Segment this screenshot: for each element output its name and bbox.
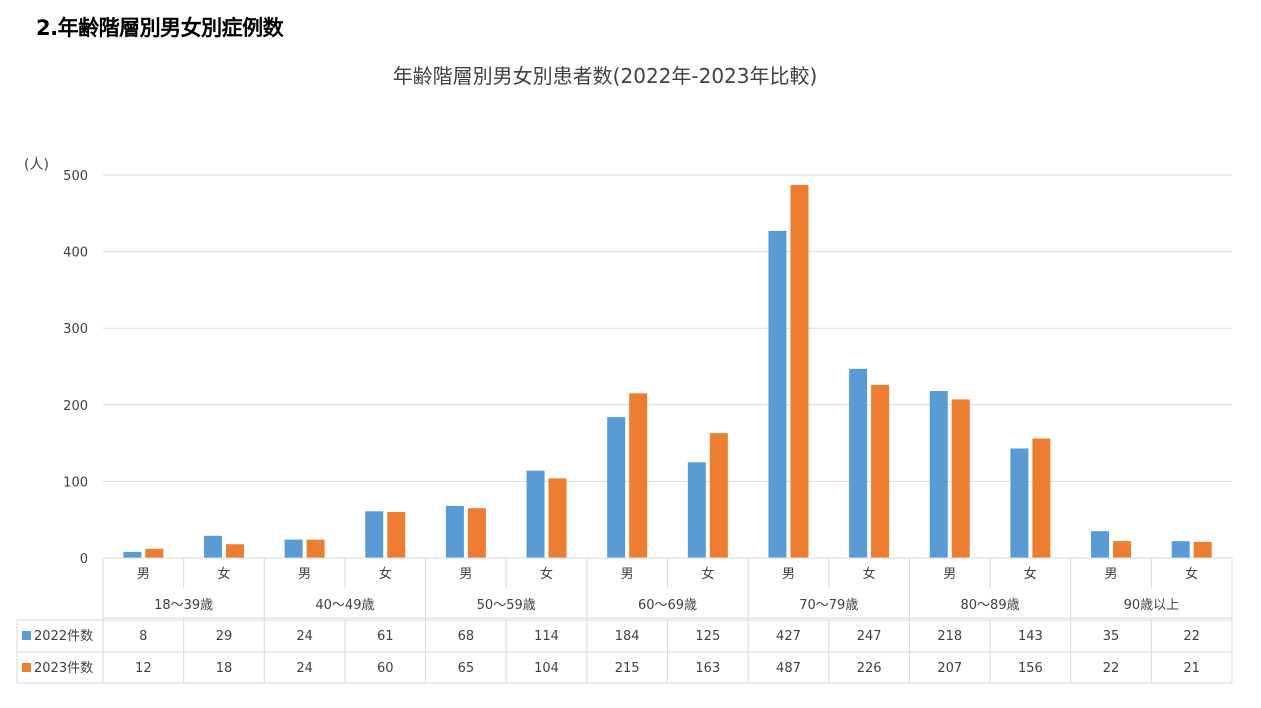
x-category-label: 女 [1185,566,1198,582]
legend-key-2023件数 [22,663,31,672]
bar-2023件数-13 [1113,541,1132,558]
bar-2023件数-2 [225,544,244,558]
bar-2022件数-3 [284,539,303,558]
data-table-value: 156 [1018,661,1043,676]
x-group-label: 90歳以上 [1124,598,1180,613]
x-category-label: 女 [701,566,714,582]
data-table-value: 61 [377,629,394,644]
y-tick-label: 500 [63,169,88,184]
bar-2023件数-14 [1193,541,1212,558]
data-table-value: 12 [135,661,152,676]
y-axis-unit-label: (人) [24,157,49,173]
bar-2023件数-4 [387,512,406,558]
x-category-label: 男 [621,567,634,582]
x-category-label: 女 [863,566,876,582]
data-table-value: 114 [534,629,559,644]
x-category-label: 女 [379,566,392,582]
x-group-label: 18〜39歳 [154,598,213,613]
x-category-label: 男 [137,567,150,582]
y-tick-label: 100 [63,475,88,490]
x-group-label: 80〜89歳 [961,598,1020,613]
bar-2022件数-14 [1171,541,1190,558]
data-table-value: 29 [216,629,233,644]
x-category-label: 男 [459,567,472,582]
bar-2023件数-3 [306,539,325,558]
x-category-label: 女 [540,566,553,582]
data-table-value: 207 [937,661,962,676]
bar-2022件数-9 [768,230,787,558]
bar-2023件数-7 [629,393,648,558]
bar-2022件数-8 [687,462,706,558]
x-category-label: 男 [298,567,311,582]
data-table-value: 65 [458,661,475,676]
data-table-value: 247 [857,629,882,644]
x-group-label: 60〜69歳 [638,598,697,613]
y-tick-label: 300 [63,322,88,337]
data-table-value: 427 [776,629,801,644]
bar-2023件数-6 [548,478,567,558]
bar-2022件数-13 [1091,531,1110,558]
legend-key-2022件数 [22,631,31,640]
data-table-value: 184 [615,629,640,644]
data-table-value: 68 [458,629,475,644]
section-heading: 2.年齢階層別男女別症例数 [36,16,284,40]
bar-2023件数-11 [951,399,970,558]
x-group-label: 40〜49歳 [315,598,374,613]
x-category-label: 男 [943,567,956,582]
bar-2023件数-1 [145,548,164,558]
data-table-value: 21 [1183,661,1200,676]
data-table-value: 18 [216,661,233,676]
data-table-value: 22 [1103,661,1120,676]
bar-2022件数-12 [1010,448,1029,558]
data-table-value: 215 [615,661,640,676]
bar-2022件数-5 [445,505,464,558]
bar-2022件数-11 [929,391,948,558]
y-tick-label: 0 [80,552,88,567]
data-table-value: 487 [776,661,801,676]
bar-2022件数-7 [607,417,626,558]
bar-2022件数-1 [123,551,142,558]
data-table-value: 226 [857,661,882,676]
bar-2022件数-10 [849,368,868,558]
chart-title: 年齢階層別男女別患者数(2022年-2023年比較) [392,64,818,88]
data-table-value: 24 [296,661,313,676]
y-tick-label: 200 [63,399,88,414]
y-tick-label: 400 [63,246,88,261]
bar-2023件数-5 [467,508,486,558]
data-table-value: 104 [534,661,559,676]
bar-2022件数-4 [365,511,384,558]
data-table-value: 22 [1183,629,1200,644]
legend-label: 2022件数 [34,629,93,644]
x-category-label: 女 [1024,566,1037,582]
bar-2022件数-2 [203,535,222,558]
data-table-value: 8 [139,629,147,644]
data-table-value: 35 [1103,629,1120,644]
bar-2023件数-9 [790,184,809,558]
data-table-value: 163 [695,661,720,676]
bar-2023件数-10 [871,384,890,558]
data-table-value: 60 [377,661,394,676]
data-table-value: 24 [296,629,313,644]
x-category-label: 女 [217,566,230,582]
data-table-value: 218 [937,629,962,644]
x-group-label: 70〜79歳 [799,598,858,613]
x-category-label: 男 [782,567,795,582]
data-table-value: 125 [695,629,720,644]
x-category-label: 男 [1105,567,1118,582]
data-table-value: 143 [1018,629,1043,644]
bar-2022件数-6 [526,470,545,558]
bar-2023件数-12 [1032,438,1051,558]
legend-label: 2023件数 [34,661,93,676]
bar-2023件数-8 [709,433,728,558]
x-group-label: 50〜59歳 [477,598,536,613]
